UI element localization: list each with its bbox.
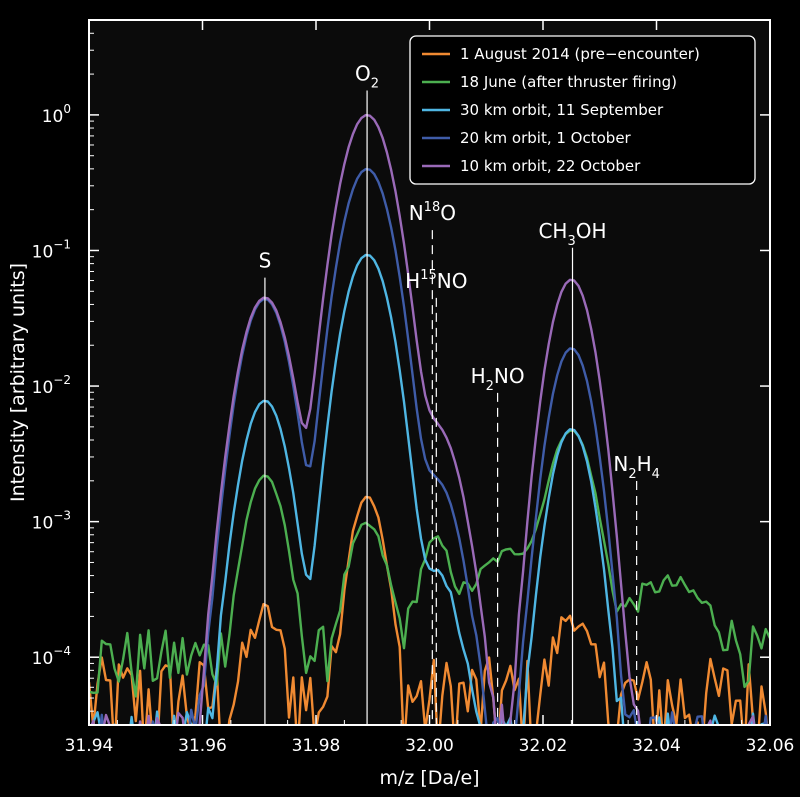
- series-line-2: [90, 253, 768, 725]
- series-line-0: [89, 495, 769, 725]
- y-tick-label-2: 10−2: [32, 373, 71, 398]
- annotation-label-N2H4: N2H4: [613, 452, 660, 482]
- annotation-label-N18O: N18O: [409, 200, 456, 225]
- legend-label-3: 20 km orbit, 1 October: [460, 129, 632, 147]
- series-line-4: [90, 113, 756, 725]
- series-line-1: [89, 429, 770, 698]
- x-tick-label-2: 31.98: [292, 736, 341, 756]
- x-tick-label-0: 31.94: [65, 736, 114, 756]
- x-tick-label-5: 32.04: [632, 736, 681, 756]
- x-tick-label-3: 32.00: [405, 736, 454, 756]
- x-axis-label: m/z [Da/e]: [379, 767, 479, 789]
- legend-label-4: 10 km orbit, 22 October: [460, 157, 641, 175]
- y-tick-label-0: 100: [42, 102, 71, 127]
- annotation-label-H15NO: H15NO: [405, 268, 467, 293]
- annotation-label-O2: O2: [355, 62, 379, 92]
- y-tick-label-3: 10−3: [32, 509, 71, 534]
- legend-label-2: 30 km orbit, 11 September: [460, 101, 664, 119]
- annotation-label-CH3OH: CH3OH: [538, 219, 606, 249]
- annotation-label-S: S: [259, 249, 272, 273]
- x-tick-label-6: 32.06: [746, 736, 795, 756]
- legend-label-0: 1 August 2014 (pre−encounter): [460, 45, 700, 63]
- annotation-label-H2NO: H2NO: [471, 364, 525, 394]
- y-axis-label: Intensity [arbitrary units]: [7, 263, 29, 502]
- y-tick-label-4: 10−4: [32, 644, 71, 669]
- legend: [409, 35, 756, 185]
- x-tick-label-1: 31.96: [178, 736, 227, 756]
- x-tick-label-4: 32.02: [519, 736, 568, 756]
- y-tick-label-1: 10−1: [32, 237, 71, 262]
- legend-label-1: 18 June (after thruster firing): [460, 73, 677, 91]
